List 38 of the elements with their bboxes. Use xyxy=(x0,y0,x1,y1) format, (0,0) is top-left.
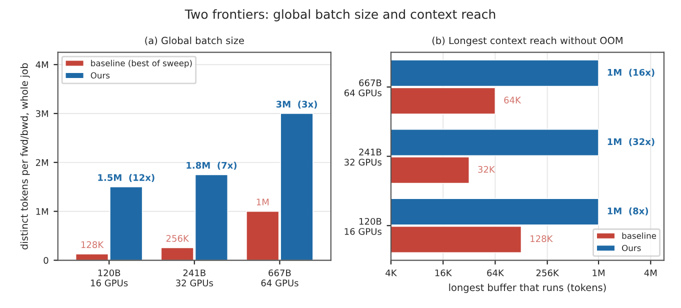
y-tick-label: 4M xyxy=(36,61,48,68)
x-axis-title: longest buffer that runs (tokens) xyxy=(449,284,606,293)
x-tick-label: 4M xyxy=(644,270,657,276)
x-tick-label: 256K xyxy=(536,269,560,276)
y-axis-title: distinct tokens per fwd/bwd, whole job xyxy=(20,63,30,250)
y-tick-label: 3M xyxy=(36,110,48,118)
x-tick-label: 64K xyxy=(487,269,504,276)
y-tick-label: 0 xyxy=(44,256,48,264)
data-label: 1.5M (12x) xyxy=(98,174,154,182)
legend-label: baseline (best of sweep) xyxy=(91,60,192,68)
x-tick-label: 667B 64 GPUs xyxy=(261,269,298,286)
data-label: 1M (32x) xyxy=(608,138,654,146)
data-label: 3M (3x) xyxy=(276,100,317,109)
y-tick-label: 1M xyxy=(36,208,48,215)
x-tick-label: 1M xyxy=(592,270,604,276)
y-tick-label: 2M xyxy=(36,159,48,166)
data-label: 128K xyxy=(81,241,104,248)
legend-label: Ours xyxy=(622,244,641,252)
data-label: 1M (8x) xyxy=(608,207,648,216)
y-tick-label: 241B 32 GPUs xyxy=(344,148,382,166)
data-label: 1M xyxy=(256,198,269,206)
data-label: 128K xyxy=(530,235,553,242)
x-tick-label: 241B 32 GPUs xyxy=(176,269,214,286)
data-label: 1.8M (7x) xyxy=(186,162,236,170)
y-tick-label: 667B 64 GPUs xyxy=(344,79,382,96)
x-tick-label: 16K xyxy=(435,269,452,276)
legend-label: baseline xyxy=(622,232,656,239)
data-label: 32K xyxy=(478,166,496,173)
data-label: 1M (16x) xyxy=(608,68,654,77)
x-tick-label: 120B 16 GPUs xyxy=(91,269,128,286)
text: Two frontiers: global batch size and context reach xyxy=(184,9,496,22)
x-tick-label: 4K xyxy=(386,270,397,276)
legend-label: Ours xyxy=(90,72,110,79)
data-label: 64K xyxy=(504,96,522,104)
y-tick-label: 120B 16 GPUs xyxy=(344,218,382,235)
chart-title: (b) Longest context reach without OOM xyxy=(432,36,622,46)
data-label: 256K xyxy=(166,234,190,242)
chart-title: (a) Global batch size xyxy=(145,36,244,46)
